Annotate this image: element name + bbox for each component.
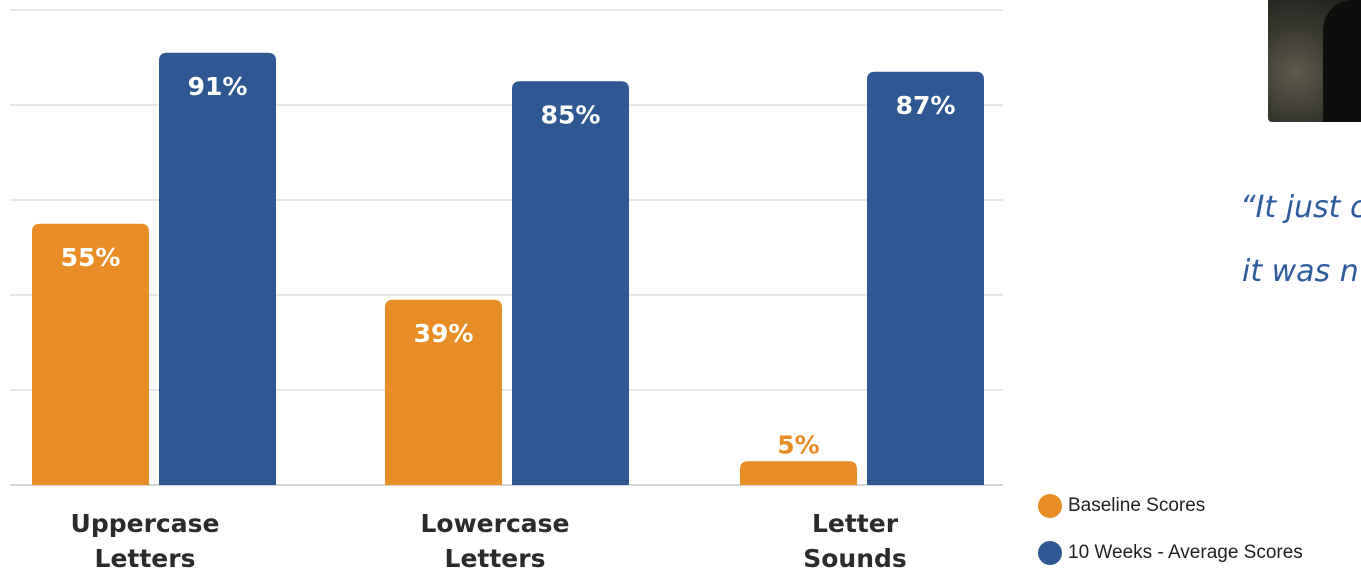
category-label-lowercase-letters: Lowercase Letters: [385, 506, 605, 576]
bar-baseline-0: [32, 223, 149, 485]
data-label: 87%: [896, 91, 956, 120]
legend-swatch-blue: [1038, 541, 1062, 565]
category-label-line-1: Letter: [811, 509, 899, 538]
bar-baseline-1: [385, 299, 502, 485]
legend-label: 10 Weeks - Average Scores: [1068, 542, 1303, 563]
data-label: 5%: [777, 430, 819, 459]
bar-10-weeks-0: [159, 52, 276, 485]
legend-label: Baseline Scores: [1068, 495, 1206, 516]
bar-10-weeks-1: [512, 81, 629, 485]
category-label-line-1: Uppercase: [70, 509, 220, 538]
data-label: 91%: [188, 72, 248, 101]
category-label-line-2: Sounds: [803, 544, 907, 573]
category-label-uppercase-letters: Uppercase Letters: [35, 506, 255, 576]
legend-swatch-orange: [1038, 494, 1062, 518]
category-label-line-2: Letters: [444, 544, 546, 573]
data-label: 55%: [61, 243, 121, 272]
quote-line-1: “It just c: [1240, 190, 1361, 225]
quote-line-2: it was n: [1242, 254, 1359, 289]
legend-item-10-weeks: 10 Weeks - Average Scores: [1038, 541, 1303, 565]
category-label-line-2: Letters: [94, 544, 196, 573]
legend-item-baseline: Baseline Scores: [1038, 494, 1205, 518]
photo: [1268, 0, 1361, 122]
data-label: 85%: [541, 100, 601, 129]
bar-10-weeks-2: [867, 71, 984, 485]
bar-chart: 55% 39% 5% 91% 85% 87%: [10, 9, 1003, 486]
category-label-line-1: Lowercase: [420, 509, 570, 538]
bar-baseline-2: [740, 461, 857, 485]
data-label: 39%: [414, 319, 474, 348]
category-label-letter-sounds: Letter Sounds: [745, 506, 965, 576]
